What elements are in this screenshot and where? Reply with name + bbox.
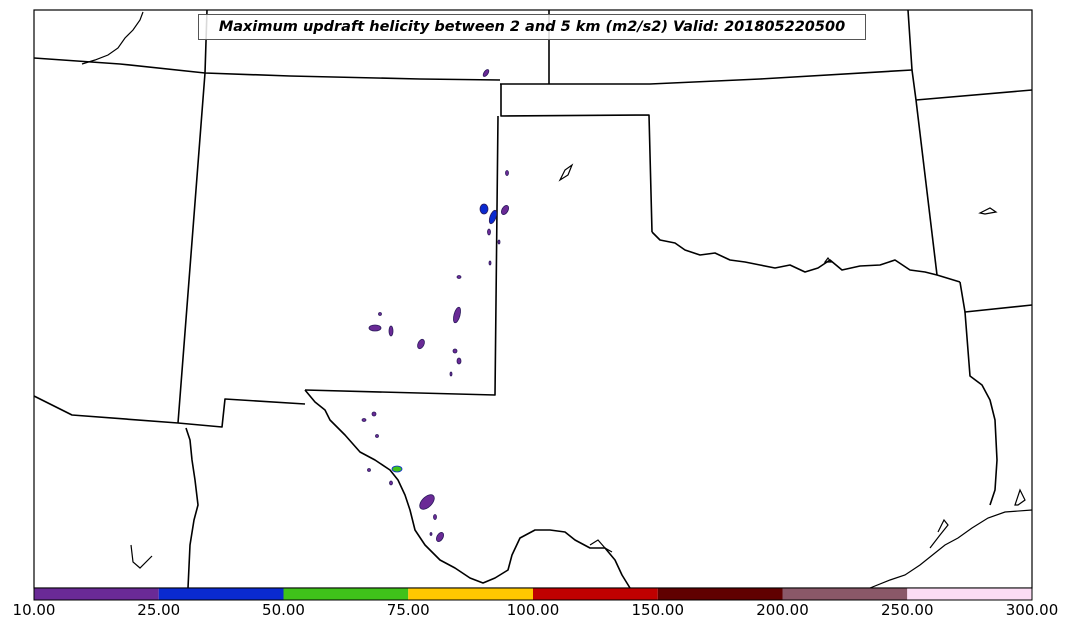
border-north-east xyxy=(500,69,913,85)
swath-26 xyxy=(435,532,445,542)
border-east-upper xyxy=(915,89,1033,101)
swath-9 xyxy=(456,275,462,279)
swath-3 xyxy=(479,203,489,215)
coast-northwest xyxy=(81,11,144,65)
swath-6 xyxy=(487,228,491,236)
colorbar-segment xyxy=(283,588,409,600)
helicity-swaths xyxy=(361,69,510,542)
colorbar-tick-label: 25.00 xyxy=(137,601,181,619)
colorbar-segment xyxy=(907,588,1032,600)
border-mexico-west xyxy=(185,427,199,589)
border-arizona xyxy=(33,395,179,424)
swath-13 xyxy=(417,338,425,350)
coastline xyxy=(81,11,1033,589)
swath-2 xyxy=(505,170,509,176)
swath-14 xyxy=(452,348,458,354)
colorbar-segment xyxy=(533,588,658,600)
swath-4 xyxy=(488,209,498,225)
swath-27 xyxy=(429,532,433,536)
swath-23 xyxy=(389,480,393,486)
lake-shore xyxy=(1014,488,1026,506)
swath-1 xyxy=(482,69,490,77)
colorbar-tick-label: 100.00 xyxy=(506,601,560,619)
houston-area xyxy=(589,539,613,553)
swath-16 xyxy=(449,371,453,377)
swath-21 xyxy=(391,465,403,473)
colorbar-segment xyxy=(158,588,284,600)
colorbar-tick-label: 10.00 xyxy=(12,601,56,619)
lake-ok xyxy=(978,207,998,215)
border-nm-south xyxy=(177,398,306,428)
colorbar-tick-label: 50.00 xyxy=(262,601,305,619)
swath-12 xyxy=(388,325,394,337)
border-vertical-c xyxy=(907,9,917,101)
map-title: Maximum updraft helicity between 2 and 5… xyxy=(198,14,866,40)
border-texas-east xyxy=(915,99,938,276)
lake-north xyxy=(558,163,574,182)
galveston-coast xyxy=(929,518,949,549)
border-texas-west xyxy=(304,115,499,396)
coast-baja xyxy=(130,544,153,569)
colorbar-tick-label: 300.00 xyxy=(1005,601,1059,619)
border-red-river xyxy=(651,231,961,283)
colorbar-outline xyxy=(33,587,1033,601)
swath-24 xyxy=(419,494,435,510)
small-lakes xyxy=(823,257,833,263)
border-rio-grande xyxy=(304,389,631,589)
swath-5 xyxy=(500,205,510,215)
swath-25 xyxy=(433,514,437,520)
colorbar-tick-label: 75.00 xyxy=(386,601,430,619)
colorbar-segment xyxy=(782,588,908,600)
map-border xyxy=(33,9,1033,589)
gulf-coast xyxy=(869,509,1033,589)
colorbar-segment xyxy=(34,588,159,600)
border-louisiana xyxy=(964,311,998,506)
swath-17 xyxy=(378,312,382,316)
swath-7 xyxy=(497,239,501,245)
colorbar-tick-label: 150.00 xyxy=(631,601,685,619)
colorbar-segment xyxy=(408,588,533,600)
swath-20 xyxy=(375,434,379,438)
swath-10 xyxy=(453,306,461,324)
swath-15 xyxy=(456,357,462,365)
colorbar-tick-label: 200.00 xyxy=(756,601,809,619)
border-panhandle xyxy=(500,84,653,233)
swath-18 xyxy=(371,411,377,417)
swath-19 xyxy=(361,418,367,422)
swath-11 xyxy=(368,324,382,332)
colorbar xyxy=(33,587,1033,601)
border-north-west xyxy=(33,57,501,81)
swath-22 xyxy=(367,468,371,472)
swath-8 xyxy=(488,260,492,266)
colorbar-segment xyxy=(657,588,783,600)
colorbar-tick-label: 250.00 xyxy=(881,601,934,619)
